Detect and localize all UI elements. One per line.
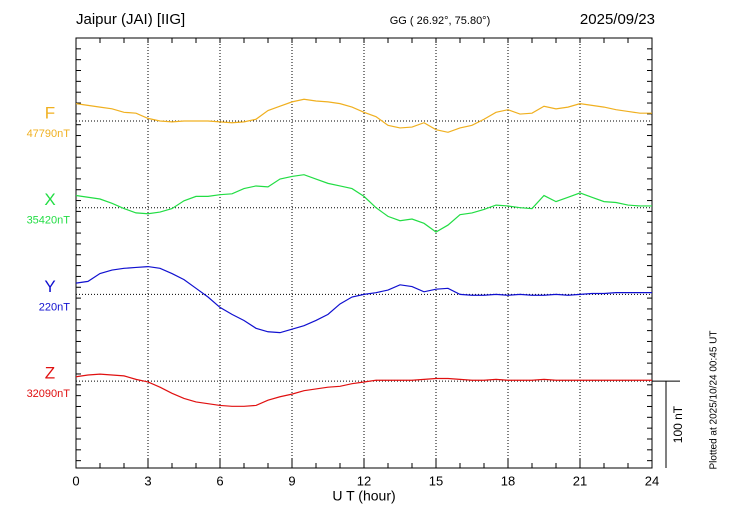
- series-name: X: [44, 190, 55, 209]
- series-baseline-label: 32090nT: [27, 388, 71, 400]
- x-tick-label: 12: [357, 473, 371, 488]
- x-tick-label: 15: [429, 473, 443, 488]
- x-tick-label: 24: [645, 473, 659, 488]
- x-tick-label: 0: [72, 473, 79, 488]
- x-axis-label: U T (hour): [332, 488, 395, 504]
- series-line: [75, 265, 652, 334]
- chart-subtitle: GG ( 26.92°, 75.80°): [390, 15, 491, 27]
- series-baseline-label: 220nT: [39, 301, 70, 313]
- x-tick-label: 21: [573, 473, 587, 488]
- scale-bar-label: 100 nT: [671, 405, 685, 443]
- series-line: [75, 373, 652, 407]
- x-tick-label: 9: [288, 473, 295, 488]
- x-tick-label: 3: [144, 473, 151, 488]
- chart-date: 2025/09/23: [580, 11, 655, 28]
- series-name: Z: [45, 364, 55, 383]
- x-tick-label: 18: [501, 473, 515, 488]
- series-line: [75, 174, 652, 233]
- chart-title: Jaipur (JAI) [IIG]: [76, 11, 185, 28]
- series-name: Y: [44, 277, 55, 296]
- series-baseline-label: 47790nT: [27, 128, 71, 140]
- footnote: Plotted at 2025/10/24 00:45 UT: [709, 331, 720, 470]
- x-tick-label: 6: [216, 473, 223, 488]
- plot-frame: [75, 37, 653, 469]
- series-baseline-label: 35420nT: [27, 215, 71, 227]
- series-name: F: [45, 103, 55, 122]
- series-line: [75, 98, 652, 133]
